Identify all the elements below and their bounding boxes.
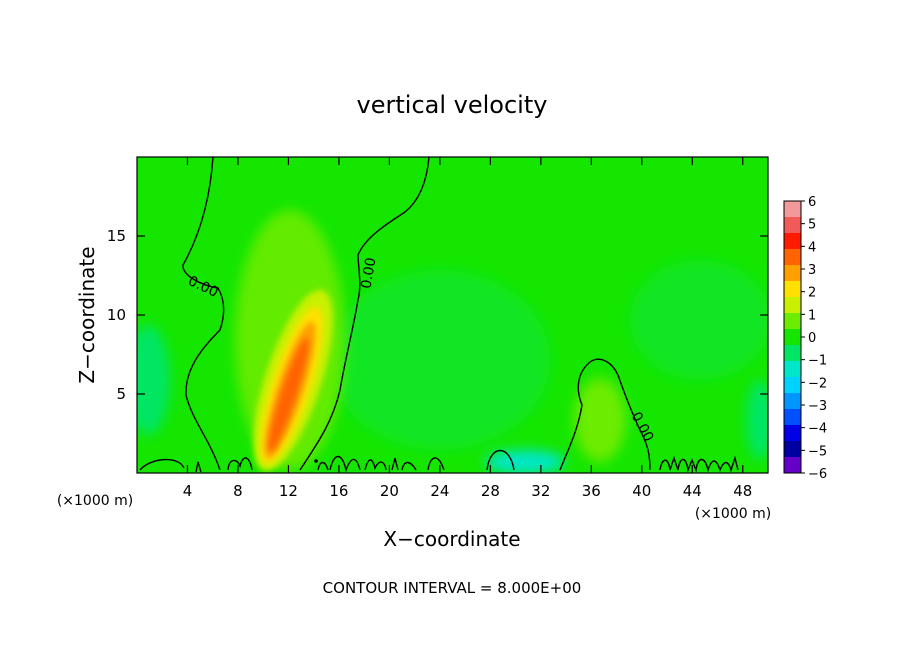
colorbar: 6 5 4 3 2 1 0 −1 −2 −3 −4 −5 −6 xyxy=(783,195,827,482)
x-axis-ticks: 4 8 12 16 20 24 28 32 36 40 44 48 xyxy=(183,157,752,500)
colorbar-swatch xyxy=(784,329,801,346)
x-tick-label: 8 xyxy=(233,482,243,500)
colorbar-label: −3 xyxy=(808,399,827,414)
y-axis-label: Z−coordinate xyxy=(75,246,99,383)
x-axis-label: X−coordinate xyxy=(383,527,520,551)
colorbar-swatch xyxy=(784,409,801,426)
contour-surface-right xyxy=(659,455,739,473)
x-tick-label: 40 xyxy=(632,482,651,500)
colorbar-label: −1 xyxy=(808,354,827,369)
contour-interval-note: CONTOUR INTERVAL = 8.000E+00 xyxy=(323,579,582,597)
zero-contours xyxy=(139,157,739,473)
downdraft-mid xyxy=(330,270,550,450)
colorbar-label: 6 xyxy=(808,195,816,210)
x-tick-label: 16 xyxy=(329,482,348,500)
contour-label-center: 0.00 xyxy=(358,256,379,289)
contour-surface-mid xyxy=(427,450,515,471)
downdraft-regions xyxy=(137,260,768,473)
colorbar-label: 3 xyxy=(808,263,816,278)
x-tick-label: 20 xyxy=(380,482,399,500)
contour-left xyxy=(182,157,225,471)
colorbar-swatch xyxy=(784,297,801,314)
contour-point xyxy=(314,459,318,463)
x-unit-right: (×1000 m) xyxy=(695,506,771,522)
contour-center xyxy=(299,157,430,471)
contour-surface-left xyxy=(139,455,417,473)
colorbar-label: 2 xyxy=(808,286,816,301)
downdraft-right-upper xyxy=(630,260,768,380)
colorbar-swatch xyxy=(784,393,801,410)
updraft-core xyxy=(268,337,309,452)
colorbar-swatch xyxy=(784,377,801,394)
y-tick-label: 10 xyxy=(107,306,126,324)
colorbar-swatch xyxy=(784,313,801,330)
downdraft-right-edge xyxy=(746,380,768,460)
colorbar-swatch xyxy=(784,249,801,266)
chart-title: vertical velocity xyxy=(357,91,548,119)
colorbar-label: 1 xyxy=(808,308,816,323)
colorbar-swatch xyxy=(784,441,801,458)
downdraft-left xyxy=(137,325,170,435)
colorbar-swatch xyxy=(784,361,801,378)
colorbar-label: −5 xyxy=(808,444,827,459)
x-tick-label: 28 xyxy=(481,482,500,500)
colorbar-swatch xyxy=(784,425,801,442)
x-tick-label: 4 xyxy=(183,482,193,500)
updraft-regions xyxy=(235,210,626,472)
x-unit-left: (×1000 m) xyxy=(57,493,133,509)
x-tick-label: 32 xyxy=(531,482,550,500)
colorbar-swatch xyxy=(784,201,801,218)
colorbar-label: 0 xyxy=(808,331,816,346)
downdraft-surface xyxy=(485,450,565,473)
y-tick-label: 5 xyxy=(116,385,126,403)
colorbar-label: −2 xyxy=(808,376,827,391)
heatmap-field xyxy=(137,157,768,473)
x-tick-label: 48 xyxy=(733,482,752,500)
colorbar-label: −4 xyxy=(808,422,827,437)
colorbar-swatch xyxy=(784,281,801,298)
colorbar-swatch xyxy=(784,457,801,474)
x-tick-label: 12 xyxy=(279,482,298,500)
colorbar-swatch xyxy=(784,217,801,234)
colorbar-label: −6 xyxy=(808,467,827,482)
colorbar-swatch xyxy=(784,233,801,250)
x-tick-label: 36 xyxy=(582,482,601,500)
updraft-weak-right xyxy=(574,378,626,462)
colorbar-label: 5 xyxy=(808,218,816,233)
colorbar-swatch xyxy=(784,265,801,282)
colorbar-label: 4 xyxy=(808,240,816,255)
contour-right xyxy=(559,358,651,471)
x-tick-label: 44 xyxy=(683,482,702,500)
y-axis-ticks: 5 10 15 xyxy=(107,227,768,403)
y-tick-label: 15 xyxy=(107,227,126,245)
colorbar-swatch xyxy=(784,345,801,362)
x-tick-label: 24 xyxy=(430,482,449,500)
